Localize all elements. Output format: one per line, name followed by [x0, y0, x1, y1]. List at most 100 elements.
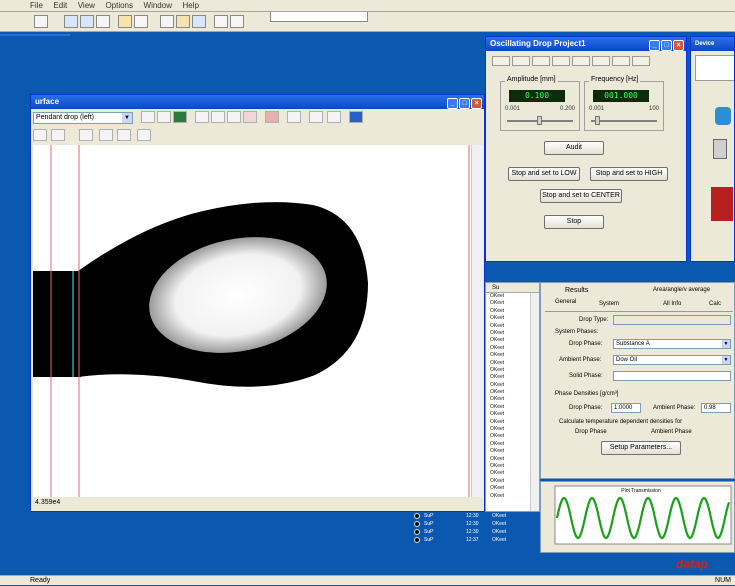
gear-icon[interactable]	[230, 15, 244, 28]
list-item[interactable]: OKeet	[490, 307, 505, 314]
drop-phase-select[interactable]: Substance A ▼	[613, 339, 731, 349]
list-item[interactable]: OKeet	[490, 337, 505, 344]
subtab-all-info[interactable]: All Info	[663, 301, 682, 307]
tool2-icon-2[interactable]	[51, 129, 65, 141]
list-item[interactable]: OKeet	[490, 389, 505, 396]
grid-icon[interactable]	[96, 15, 110, 28]
device-tab-1[interactable]	[492, 56, 510, 66]
bottom-row[interactable]: SuP 12:30 OKeet	[412, 512, 542, 520]
list-item[interactable]: OKeet	[490, 485, 505, 492]
oscillation-plot[interactable]: Plot Transmission	[541, 482, 734, 552]
maximize-icon[interactable]: □	[661, 40, 672, 51]
frequency-slider-knob[interactable]	[595, 116, 600, 125]
list-item[interactable]: OKeet	[490, 433, 505, 440]
stop-low-button[interactable]: Stop and set to LOW	[508, 167, 580, 181]
ambient-phase-density-field[interactable]: 0.98	[701, 403, 731, 413]
settings-icon[interactable]	[118, 15, 132, 28]
device-tab-8[interactable]	[632, 56, 650, 66]
hand-icon[interactable]	[214, 15, 228, 28]
amplitude-slider-knob[interactable]	[537, 116, 542, 125]
list-item[interactable]: OKeet	[490, 455, 505, 462]
save-icon[interactable]	[34, 15, 48, 28]
list-item[interactable]: OKeet	[490, 411, 505, 418]
close-icon[interactable]: ×	[673, 40, 684, 51]
tool-icon-3[interactable]	[173, 111, 187, 123]
list-item[interactable]: OKeet	[490, 477, 505, 484]
device-icon-red[interactable]	[711, 187, 733, 221]
list-item[interactable]: OKeet	[490, 470, 505, 477]
device-icon-hand[interactable]	[713, 139, 727, 159]
list-item[interactable]: OKeet	[490, 315, 505, 322]
tool-icon-5[interactable]	[211, 111, 225, 123]
chart-icon[interactable]	[80, 15, 94, 28]
solid-phase-field[interactable]	[613, 371, 731, 381]
menu-view[interactable]: View	[77, 1, 95, 10]
minimize-icon[interactable]: _	[447, 98, 458, 109]
measure-icon[interactable]	[192, 15, 206, 28]
light-icon[interactable]	[160, 15, 174, 28]
tool-icon-4[interactable]	[195, 111, 209, 123]
amplitude-slider[interactable]	[507, 116, 573, 125]
bottom-row[interactable]: SuP 12:37 OKeet	[412, 536, 542, 544]
tool-icon-7[interactable]	[243, 111, 257, 123]
drop-image[interactable]	[33, 145, 471, 497]
menu-options[interactable]: Options	[105, 1, 134, 10]
bulb-icon[interactable]	[176, 15, 190, 28]
device-tab-6[interactable]	[592, 56, 610, 66]
maximize-icon[interactable]: □	[459, 98, 470, 109]
device-tab-2[interactable]	[512, 56, 530, 66]
tool-icon-6[interactable]	[227, 111, 241, 123]
list-item[interactable]: OKeet	[490, 403, 505, 410]
frequency-slider[interactable]	[591, 116, 657, 125]
tool-icon-8[interactable]	[265, 111, 279, 123]
list-item[interactable]: OKeet	[490, 381, 505, 388]
audit-button[interactable]: Audit	[544, 141, 604, 155]
open-icon[interactable]	[64, 15, 78, 28]
tool-icon-11[interactable]	[327, 111, 341, 123]
subtab-general[interactable]: General	[555, 299, 577, 305]
tool-icon-1[interactable]	[141, 111, 155, 123]
device-tab-4[interactable]	[552, 56, 570, 66]
image-scrollbar[interactable]	[471, 145, 483, 497]
device-tab-3[interactable]	[532, 56, 550, 66]
list-item[interactable]: OKeet	[490, 462, 505, 469]
list-item[interactable]: OKeet	[490, 322, 505, 329]
tool2-icon-5[interactable]	[117, 129, 131, 141]
tool-icon-2[interactable]	[157, 111, 171, 123]
setup-parameters-button[interactable]: Setup Parameters...	[601, 441, 681, 455]
calc-ambient-checkbox[interactable]: Ambient Phase	[651, 429, 692, 435]
tool2-icon-6[interactable]	[137, 129, 151, 141]
device-icon-blue[interactable]	[715, 107, 731, 125]
menu-file[interactable]: File	[30, 1, 43, 10]
tool-icon-9[interactable]	[287, 111, 301, 123]
device-tab-5[interactable]	[572, 56, 590, 66]
list-item[interactable]: OKeet	[490, 374, 505, 381]
list-item[interactable]: OKeet	[490, 293, 505, 299]
amplitude-display[interactable]: 0.100	[509, 90, 565, 102]
minimize-icon[interactable]: _	[649, 40, 660, 51]
list-item[interactable]: OKeet	[490, 396, 505, 403]
chevron-down-icon[interactable]: ▼	[722, 340, 730, 348]
calc-drop-checkbox[interactable]: Drop Phase	[575, 429, 607, 435]
stop-button[interactable]: Stop	[544, 215, 604, 229]
frequency-display[interactable]: 001.000	[593, 90, 649, 102]
tool2-icon-1[interactable]	[33, 129, 47, 141]
ambient-phase-select[interactable]: Dow Oil ▼	[613, 355, 731, 365]
drop-phase-density-field[interactable]: 1.0000	[611, 403, 641, 413]
method-select[interactable]: Pendant drop (left) ▼	[33, 112, 133, 124]
close-icon[interactable]: ×	[471, 98, 482, 109]
list-item[interactable]: OKeet	[490, 440, 505, 447]
tool-icon-12[interactable]	[349, 111, 363, 123]
stop-high-button[interactable]: Stop and set to HIGH	[590, 167, 668, 181]
list-item[interactable]: OKeet	[490, 329, 505, 336]
list-item[interactable]: OKeet	[490, 448, 505, 455]
tool2-icon-4[interactable]	[99, 129, 113, 141]
list-item[interactable]: OKeet	[490, 426, 505, 433]
list-item[interactable]: OKeet	[490, 418, 505, 425]
list-item[interactable]: OKeet	[490, 344, 505, 351]
list-item[interactable]: OKeet	[490, 366, 505, 373]
subtab-calc[interactable]: Calc	[709, 301, 722, 307]
device-tab-7[interactable]	[612, 56, 630, 66]
list-item[interactable]: OKeet	[490, 352, 505, 359]
active-tab[interactable]	[270, 12, 368, 22]
